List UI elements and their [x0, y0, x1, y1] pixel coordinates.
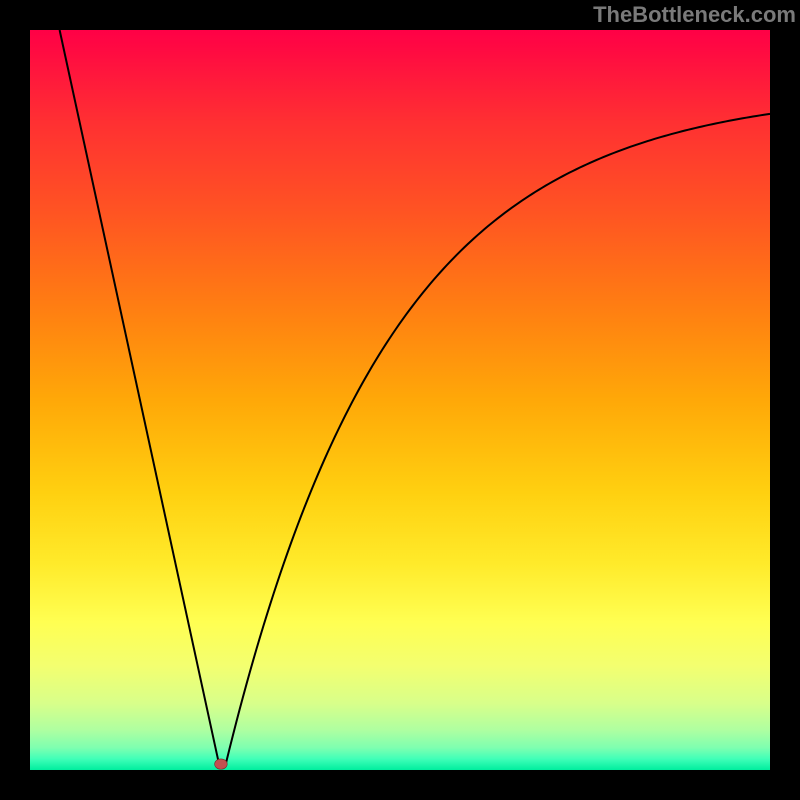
chart-container	[0, 0, 800, 800]
minimum-marker	[215, 759, 228, 769]
watermark-text: TheBottleneck.com	[593, 2, 796, 28]
plot-background-gradient	[30, 30, 770, 770]
chart-svg	[0, 0, 800, 800]
